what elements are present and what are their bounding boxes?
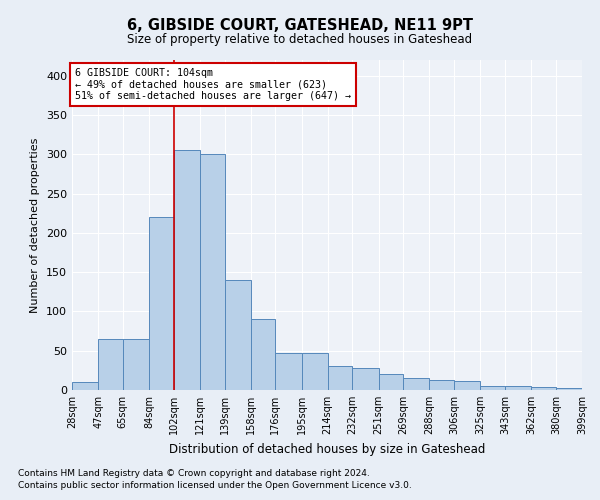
Bar (430, 380, 454, 390)
Bar (403, 378, 430, 390)
Bar (149, 217, 174, 390)
Text: Contains HM Land Registry data © Crown copyright and database right 2024.: Contains HM Land Registry data © Crown c… (18, 468, 370, 477)
X-axis label: Distribution of detached houses by size in Gateshead: Distribution of detached houses by size … (169, 442, 485, 456)
Text: Contains public sector information licensed under the Open Government Licence v3: Contains public sector information licen… (18, 481, 412, 490)
Y-axis label: Number of detached properties: Number of detached properties (31, 138, 40, 312)
Bar (98, 339, 123, 390)
Bar (454, 380, 480, 390)
Text: 6, GIBSIDE COURT, GATESHEAD, NE11 9PT: 6, GIBSIDE COURT, GATESHEAD, NE11 9PT (127, 18, 473, 32)
Bar (123, 339, 149, 390)
Bar (328, 366, 352, 390)
Bar (200, 154, 224, 390)
Bar (302, 353, 328, 390)
Bar (556, 388, 582, 390)
Bar (582, 386, 600, 390)
Bar (275, 353, 302, 390)
Bar (174, 150, 200, 390)
Bar (224, 280, 251, 390)
Bar (480, 386, 505, 390)
Bar (72, 382, 98, 390)
Bar (531, 387, 556, 390)
Bar (505, 386, 531, 390)
Text: 6 GIBSIDE COURT: 104sqm
← 49% of detached houses are smaller (623)
51% of semi-d: 6 GIBSIDE COURT: 104sqm ← 49% of detache… (75, 68, 351, 101)
Bar (251, 320, 275, 390)
Bar (379, 374, 403, 390)
Bar (352, 368, 379, 390)
Text: Size of property relative to detached houses in Gateshead: Size of property relative to detached ho… (127, 32, 473, 46)
